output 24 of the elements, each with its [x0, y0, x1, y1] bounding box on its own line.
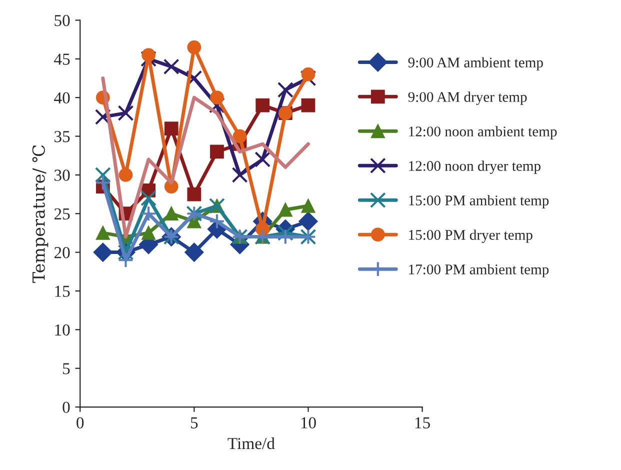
x-tick-label: 10: [301, 417, 316, 428]
y-tick-label: 5: [63, 363, 70, 374]
x-tick-label: 5: [190, 417, 198, 428]
y-tick-label: 0: [62, 402, 70, 413]
y-tick-label: 45: [54, 54, 70, 65]
y-tick-label: 20: [54, 246, 70, 258]
legend-label: 12:00 noon ambient temp: [409, 126, 557, 140]
y-tick-label: 50: [54, 14, 70, 26]
y-tick-label: 10: [55, 324, 70, 336]
legend-label: 17:00 PM ambient temp: [409, 264, 549, 278]
y-tick-label: 40: [54, 92, 70, 104]
legend-label: 15:00 PM dryer temp: [409, 230, 532, 243]
x-tick-label: 15: [415, 417, 430, 428]
y-tick-label: 35: [54, 131, 70, 142]
legend-label: 15:00 PM ambient temp: [409, 195, 549, 208]
x-tick-label: 0: [76, 417, 84, 428]
y-tick-label: 15: [55, 286, 70, 297]
y-tick-label: 25: [54, 208, 70, 220]
legend-label: 9:00 AM dryer temp: [408, 92, 527, 105]
legend-label: 9:00 AM ambient temp: [408, 57, 543, 70]
legend-label: 12:00 noon dryer temp: [409, 160, 540, 174]
y-axis-title: Temperature/ ℃: [32, 145, 48, 283]
x-axis-title: Time/d: [228, 437, 275, 450]
y-tick-label: 30: [54, 170, 70, 181]
